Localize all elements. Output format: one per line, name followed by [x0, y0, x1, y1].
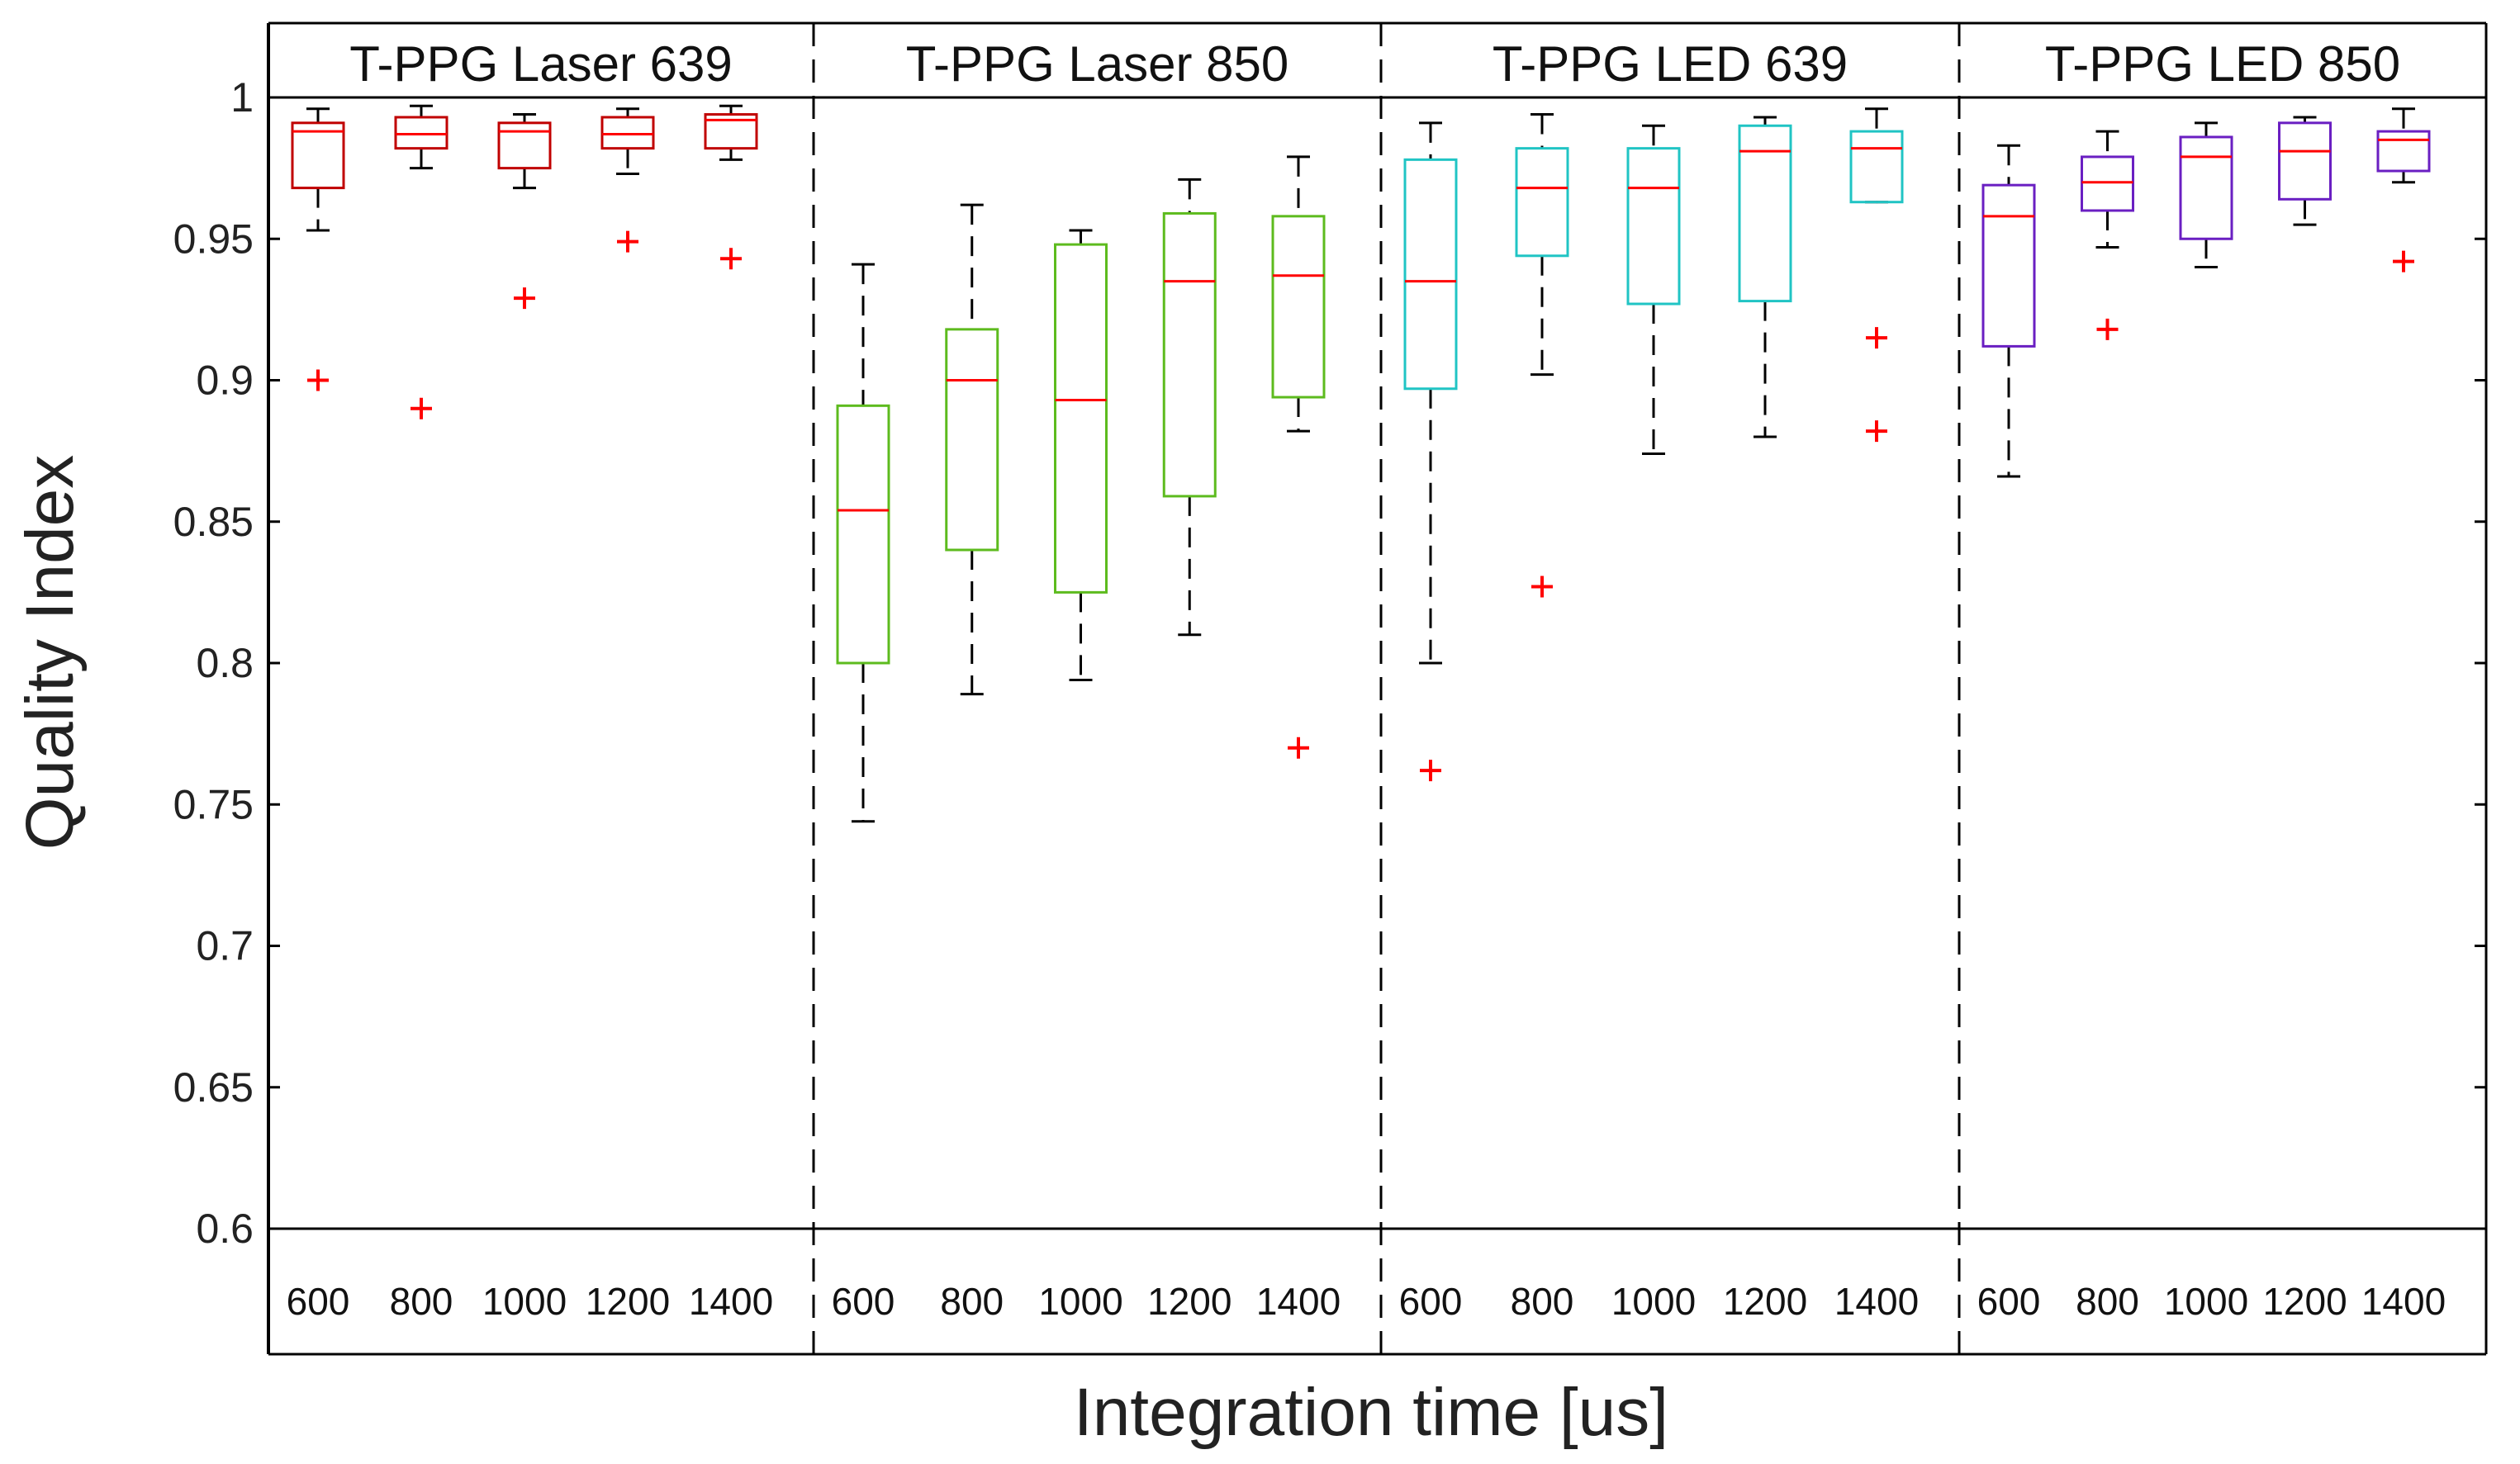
x-tick-label: 600 [1977, 1280, 2041, 1323]
x-tick-label: 1400 [1256, 1280, 1341, 1323]
x-tick-label: 800 [1511, 1280, 1574, 1323]
box-iqr [2376, 130, 2431, 173]
x-tick-label: 1400 [689, 1280, 773, 1323]
box-iqr [2278, 121, 2332, 201]
y-axis-title: Quality Index [12, 455, 88, 850]
box-iqr [945, 328, 999, 552]
x-tick-label: 600 [832, 1280, 895, 1323]
x-tick-label: 600 [287, 1280, 350, 1323]
x-tick-label: 800 [940, 1280, 1004, 1323]
outlier-marker [2096, 318, 2119, 340]
x-tick-label: 1200 [1147, 1280, 1232, 1323]
x-tick-label: 1000 [1038, 1280, 1122, 1323]
box-iqr [1626, 147, 1681, 306]
x-tick-label: 1000 [482, 1280, 567, 1323]
box-iqr [2179, 135, 2233, 240]
box-iqr [1054, 243, 1108, 594]
x-tick-label: 800 [390, 1280, 453, 1323]
x-tick-label: 1000 [2164, 1280, 2248, 1323]
y-tick-label: 0.6 [196, 1206, 254, 1252]
x-tick-label: 1200 [586, 1280, 670, 1323]
box-iqr [704, 113, 758, 150]
box-iqr [1403, 158, 1458, 391]
y-tick-label: 0.75 [173, 781, 254, 827]
y-tick-label: 0.9 [196, 358, 254, 404]
x-axis-title: Integration time [us] [1074, 1375, 1668, 1450]
box-iqr [1849, 130, 1904, 204]
y-tick-label: 0.85 [173, 499, 254, 545]
box-iqr [497, 121, 552, 170]
box-iqr [836, 404, 890, 665]
outlier-marker [307, 369, 329, 391]
outlier-marker [1866, 420, 1887, 443]
box-iqr [1515, 147, 1569, 258]
plot-area: 1 0.95 0.9 0.85 0.8 0.75 0.7 0.65 0.6 T-PPG Laser… [173, 21, 2488, 1356]
box-iqr [600, 116, 655, 150]
outlier-marker [1866, 327, 1887, 349]
outlier-marker [1288, 737, 1309, 759]
y-tick-label: 0.65 [173, 1064, 254, 1111]
outlier-marker [514, 287, 535, 310]
box-iqr [1738, 124, 1792, 303]
x-tick-label: 1200 [2262, 1280, 2347, 1323]
x-tick-label: 800 [2076, 1280, 2139, 1323]
outlier-marker [1420, 760, 1441, 782]
box-iqr [1162, 211, 1217, 498]
panel-title: T-PPG LED 850 [2045, 36, 2400, 92]
x-tick-label: 1400 [2361, 1280, 2446, 1323]
outlier-marker [1531, 576, 1553, 598]
panel-title: T-PPG LED 639 [1493, 36, 1848, 92]
box-iqr [2081, 155, 2134, 212]
outlier-marker [2393, 250, 2414, 272]
panel-title: T-PPG Laser 850 [906, 36, 1289, 92]
y-tick-label: 0.95 [173, 216, 254, 262]
x-tick-label: 600 [1399, 1280, 1463, 1323]
x-tick-label: 1200 [1723, 1280, 1807, 1323]
outlier-marker [720, 248, 742, 270]
box-iqr [1981, 183, 2036, 348]
y-tick-label: 0.8 [196, 640, 254, 686]
y-tick-label: 1 [230, 74, 254, 121]
box-iqr [291, 121, 345, 190]
x-tick-label: 1400 [1834, 1280, 1919, 1323]
box-iqr [1271, 215, 1326, 399]
y-tick-label: 0.7 [196, 923, 254, 969]
outlier-marker [411, 397, 432, 419]
box-iqr [394, 116, 448, 150]
panel-title: T-PPG Laser 639 [349, 36, 733, 92]
x-tick-label: 1000 [1611, 1280, 1696, 1323]
outlier-marker [617, 230, 638, 253]
